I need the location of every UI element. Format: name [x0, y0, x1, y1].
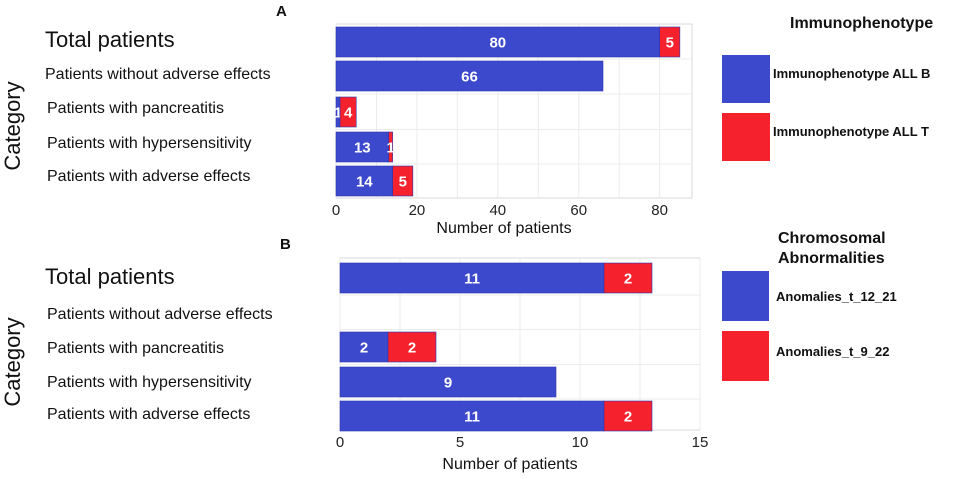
bar-segment-series2 [603, 400, 653, 432]
category-label: Total patients [45, 27, 175, 52]
legend-entry-label: Immunophenotype ALL B [773, 66, 930, 81]
x-tick-label: 15 [692, 434, 709, 451]
x-tick-label: 0 [336, 434, 344, 451]
legend-entry-label: Immunophenotype ALL T [773, 124, 929, 139]
bar-segment-series2 [392, 165, 414, 197]
data-label: 14 [356, 174, 373, 191]
bar-segment-series1 [339, 366, 557, 398]
category-label: Total patients [45, 264, 175, 289]
data-label: 5 [399, 174, 407, 191]
category-label: Patients with pancreatitis [47, 340, 224, 357]
data-label: 13 [354, 140, 371, 157]
panel-label: B [280, 236, 291, 253]
legend-swatch [722, 113, 770, 161]
category-label: Patients with adverse effects [47, 168, 250, 185]
legend-entry-label: Anomalies_t_9_22 [776, 344, 889, 359]
x-tick-label: 10 [572, 434, 589, 451]
x-axis-title: Number of patients [436, 220, 571, 237]
data-label: 1 [334, 105, 342, 122]
bar-segment-series2 [603, 262, 653, 294]
bar-segment-series1 [339, 400, 605, 432]
data-label: 2 [624, 409, 632, 426]
legend-swatch [722, 271, 769, 321]
x-tick-label: 20 [409, 202, 426, 219]
bar-segment-series2 [339, 96, 357, 128]
legend-title: Chromosomal Abnormalities [778, 230, 886, 267]
category-label: Patients with hypersensitivity [47, 374, 252, 391]
legend-title: Immunophenotype [790, 15, 933, 32]
data-label: 1 [386, 140, 394, 157]
bar-segment-series1 [339, 262, 605, 294]
data-label: 2 [624, 271, 632, 288]
x-tick-label: 40 [489, 202, 506, 219]
category-label: Patients with adverse effects [47, 406, 250, 423]
bar-segment-series1 [335, 131, 389, 163]
data-label: 80 [489, 35, 506, 52]
legend-swatch [722, 55, 770, 103]
bar-segment-series1 [335, 26, 660, 58]
legend-entry-label: Anomalies_t_12_21 [776, 289, 897, 304]
y-axis-title: Category [0, 317, 25, 406]
x-tick-label: 60 [570, 202, 587, 219]
panel-b: B Total patients Patients without adverse … [0, 230, 897, 473]
x-axis-title: Number of patients [442, 456, 577, 473]
category-label: Patients without adverse effects [47, 306, 273, 323]
data-label: 2 [408, 340, 416, 357]
data-label: 11 [464, 409, 480, 426]
panel-label: A [276, 3, 287, 20]
bar-segment-series2 [659, 26, 681, 58]
category-label: Patients with hypersensitivity [47, 135, 252, 152]
category-label: Patients without adverse effects [45, 66, 271, 83]
x-tick-label: 0 [332, 202, 340, 219]
category-label: Patients with pancreatitis [47, 100, 224, 117]
legend-swatch [722, 331, 769, 381]
bar-segment-series1 [335, 165, 393, 197]
data-label: 11 [464, 271, 480, 288]
data-label: 66 [461, 69, 478, 86]
bar-segment-series2 [388, 131, 393, 163]
data-label: 2 [360, 340, 368, 357]
data-label: 5 [666, 35, 674, 52]
bar-segment-series2 [387, 331, 437, 363]
bar-segment-series1 [339, 331, 389, 363]
data-label: 4 [344, 105, 353, 122]
panel-a: A Total patients Patients without adverse … [0, 3, 933, 237]
bar-segment-series1 [335, 60, 604, 92]
x-tick-label: 5 [456, 434, 464, 451]
y-axis-title: Category [0, 81, 25, 170]
x-tick-label: 80 [651, 202, 668, 219]
data-label: 9 [444, 375, 452, 392]
